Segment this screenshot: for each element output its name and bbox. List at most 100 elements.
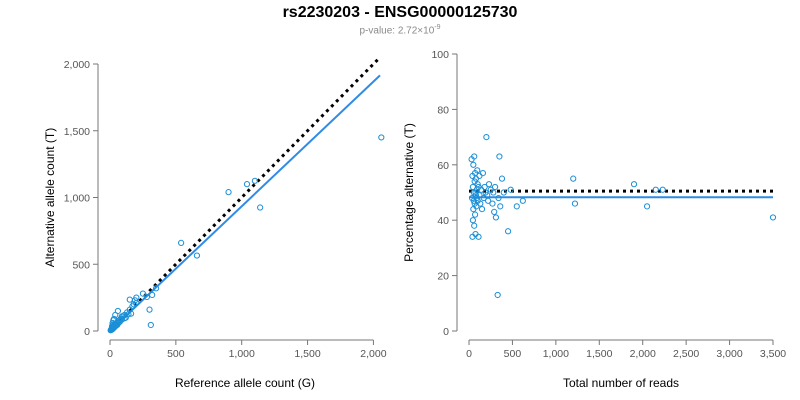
x-axis: 0 500 1,000 1,500 2,000 xyxy=(107,339,387,360)
y-tick-label: 20 xyxy=(437,271,449,283)
data-point xyxy=(474,167,481,174)
data-point xyxy=(110,315,118,323)
data-point xyxy=(643,203,651,210)
data-point xyxy=(471,211,479,218)
data-point xyxy=(469,217,477,224)
data-point xyxy=(490,189,497,196)
data-point xyxy=(630,181,638,188)
x-tick-label: 1,500 xyxy=(586,348,612,360)
x-tick-label: 500 xyxy=(167,348,185,360)
data-point xyxy=(114,307,122,315)
y-axis: 0 20 40 60 80 100 xyxy=(431,49,458,338)
data-point xyxy=(143,293,150,301)
x-tick-label: 0 xyxy=(107,348,113,360)
x-tick-label: 3,000 xyxy=(716,348,742,360)
data-point xyxy=(474,181,481,188)
data-point xyxy=(498,175,506,182)
data-point xyxy=(497,203,504,210)
x-tick-label: 0 xyxy=(466,348,472,360)
x-axis-label: Total number of reads xyxy=(563,376,679,390)
x-tick-label: 2,000 xyxy=(630,348,656,360)
left-scatter-panel: 0 500 1,000 1,500 2,000 Reference allele coun… xyxy=(43,56,387,390)
y-tick-label: 1,500 xyxy=(64,126,90,138)
y-tick-label: 1,000 xyxy=(64,193,90,205)
y-axis-label: Alternative allele count (T) xyxy=(43,128,57,267)
data-point xyxy=(485,197,492,204)
data-points xyxy=(468,134,777,299)
data-point xyxy=(476,172,483,179)
y-tick-label: 80 xyxy=(437,104,449,116)
y-axis-label: Percentage alternative (T) xyxy=(402,123,416,262)
x-tick-label: 1,000 xyxy=(229,348,255,360)
data-point xyxy=(478,206,486,213)
y-tick-label: 40 xyxy=(437,215,449,227)
data-point xyxy=(507,186,514,193)
data-point xyxy=(146,306,153,313)
data-point xyxy=(476,192,483,199)
data-point xyxy=(121,315,128,322)
data-point xyxy=(243,181,251,188)
data-point xyxy=(178,239,185,246)
y-tick-label: 0 xyxy=(84,326,90,338)
data-point xyxy=(494,291,501,299)
x-axis-label: Reference allele count (G) xyxy=(175,376,315,390)
data-point xyxy=(116,318,123,325)
data-point xyxy=(475,233,482,240)
data-point xyxy=(500,189,507,196)
y-axis: 0 500 1,000 1,500 2,000 xyxy=(64,59,99,338)
right-scatter-panel: 0 500 1,000 1,500 2,000 2,500 3,000 3,500 Total … xyxy=(402,49,786,390)
y-tick-label: 500 xyxy=(72,259,90,271)
x-axis: 0 500 1,000 1,500 2,000 2,500 3,000 3,500 xyxy=(466,339,786,360)
data-point xyxy=(147,321,154,329)
y-tick-label: 0 xyxy=(443,326,449,338)
fit-line xyxy=(109,74,381,332)
data-point xyxy=(496,153,503,160)
data-point xyxy=(485,181,493,188)
data-point xyxy=(570,175,577,182)
data-point xyxy=(492,214,500,221)
y-tick-label: 2,000 xyxy=(64,59,90,71)
data-point xyxy=(251,177,258,184)
data-point xyxy=(504,228,512,235)
data-points xyxy=(107,134,385,334)
x-tick-label: 2,000 xyxy=(360,348,386,360)
p-value-text: p-value: 2.72×10 xyxy=(359,25,435,37)
data-point xyxy=(769,214,777,221)
x-tick-label: 3,500 xyxy=(760,348,786,360)
data-point xyxy=(257,204,264,211)
data-point xyxy=(489,200,496,207)
p-value-subtitle: p-value: 2.72×10-9 xyxy=(0,24,800,36)
x-tick-label: 2,500 xyxy=(673,348,699,360)
data-point xyxy=(152,285,160,292)
data-point xyxy=(571,200,579,207)
data-point xyxy=(108,323,116,330)
data-point xyxy=(470,161,477,168)
p-value-exponent: -9 xyxy=(434,24,441,31)
data-point xyxy=(519,197,526,204)
data-point xyxy=(513,203,520,210)
data-point xyxy=(491,183,499,191)
y-tick-label: 100 xyxy=(431,49,449,61)
data-point xyxy=(652,186,659,193)
data-point xyxy=(133,294,140,301)
data-point xyxy=(225,189,232,196)
data-point xyxy=(471,222,478,229)
data-point xyxy=(126,296,133,303)
data-point xyxy=(149,291,156,299)
reference-dotted-line xyxy=(108,56,382,333)
data-point xyxy=(491,208,498,215)
data-point xyxy=(139,290,147,297)
x-tick-label: 1,500 xyxy=(294,348,320,360)
data-point xyxy=(483,134,490,141)
data-point xyxy=(471,153,478,160)
data-point xyxy=(479,170,486,177)
data-point xyxy=(495,194,502,202)
data-point xyxy=(127,310,135,317)
data-point xyxy=(193,252,201,259)
page-title: rs2230203 - ENSG00000125730 xyxy=(282,4,518,21)
x-tick-label: 1,000 xyxy=(543,348,569,360)
x-tick-label: 500 xyxy=(504,348,522,360)
data-point xyxy=(659,186,666,193)
data-point xyxy=(477,200,484,207)
